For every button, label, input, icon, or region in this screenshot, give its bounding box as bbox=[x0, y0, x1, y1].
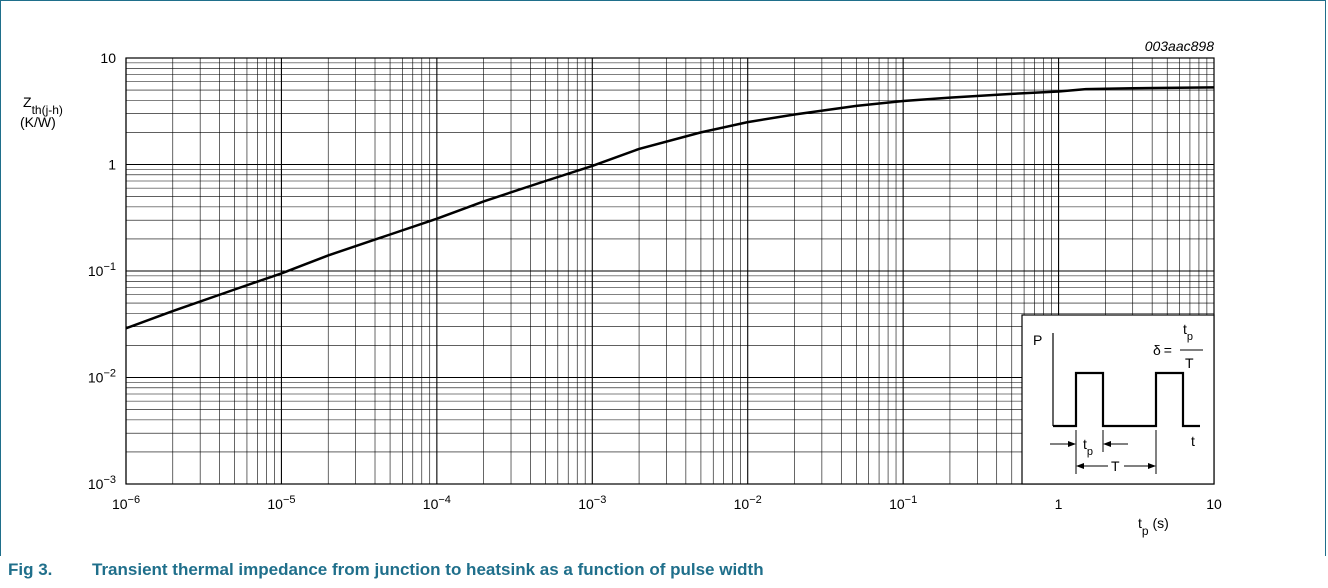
figure-caption-label: Fig 3. bbox=[8, 560, 53, 579]
x-axis-label-sub: p bbox=[1142, 524, 1149, 538]
x-tick-label: 10 bbox=[1206, 496, 1222, 512]
inset-period-label: T bbox=[1111, 458, 1120, 474]
inset-period-arrow-left bbox=[1076, 463, 1084, 469]
inset-delta-label: δ = bbox=[1153, 342, 1172, 358]
inset-tp-arrow-left bbox=[1068, 441, 1076, 447]
figure-frame bbox=[0, 0, 1326, 556]
x-axis-label-main: t bbox=[1138, 515, 1142, 531]
plot-border bbox=[125, 57, 1215, 485]
y-tick-label: 10 bbox=[100, 50, 116, 66]
x-tick-label: 10−6 bbox=[112, 494, 140, 512]
y-tick-labels: 10−3 10−2 10−1 1 10 bbox=[88, 50, 116, 492]
x-tick-label: 10−5 bbox=[267, 494, 295, 512]
x-tick-labels: 10−6 10−5 10−4 10−3 10−2 10−1 1 10 bbox=[112, 494, 1222, 512]
figure-caption: Fig 3. Transient thermal impedance from j… bbox=[8, 555, 764, 585]
x-tick-label: 10−3 bbox=[578, 494, 606, 512]
y-tick-label: 10−3 bbox=[88, 474, 116, 492]
y-tick-label: 10−2 bbox=[88, 368, 116, 386]
inset-tp-main: t bbox=[1083, 436, 1087, 452]
pulse-inset: P t tp T δ = tp T bbox=[1021, 314, 1215, 485]
thermal-impedance-chart: 10−6 10−5 10−4 10−3 10−2 10−1 1 10 10−3 10−2 10−1… bbox=[20, 38, 1222, 538]
inset-frac-num-main: t bbox=[1183, 321, 1187, 337]
x-tick-label: 10−2 bbox=[734, 494, 762, 512]
y-axis-label-sub: th(j-h) bbox=[32, 103, 63, 117]
series-line-zth bbox=[125, 86, 1215, 330]
inset-delta-equals: = bbox=[1164, 342, 1172, 358]
inset-pulse-waveform bbox=[1053, 371, 1200, 428]
x-axis-label-unit: (s) bbox=[1149, 515, 1169, 531]
figure-id: 003aac898 bbox=[1145, 38, 1215, 54]
inset-frac-num-sub: p bbox=[1187, 331, 1193, 343]
y-axis-label: Zth(j-h) bbox=[23, 94, 63, 117]
x-tick-label: 10−4 bbox=[423, 494, 451, 512]
inset-t-label: t bbox=[1191, 433, 1195, 449]
inset-p-label: P bbox=[1033, 332, 1042, 348]
y-axis-unit: (K/W) bbox=[20, 114, 56, 130]
inset-tp-label: tp bbox=[1083, 436, 1093, 458]
inset-tp-sub: p bbox=[1087, 446, 1093, 458]
y-axis-label-main: Z bbox=[23, 94, 32, 110]
figure-caption-text: Transient thermal impedance from junctio… bbox=[92, 560, 764, 579]
x-tick-label: 1 bbox=[1055, 496, 1063, 512]
inset-delta-symbol: δ bbox=[1153, 342, 1161, 358]
inset-tp-arrow-right bbox=[1103, 441, 1111, 447]
inset-period-arrow-right bbox=[1148, 463, 1156, 469]
inset-frac-numerator: tp bbox=[1183, 321, 1193, 343]
x-axis-label: tp (s) bbox=[1138, 515, 1169, 538]
y-tick-label: 10−1 bbox=[88, 261, 116, 279]
inset-frac-denominator: T bbox=[1185, 355, 1194, 371]
y-tick-label: 1 bbox=[108, 157, 116, 173]
x-tick-label: 10−1 bbox=[889, 494, 917, 512]
